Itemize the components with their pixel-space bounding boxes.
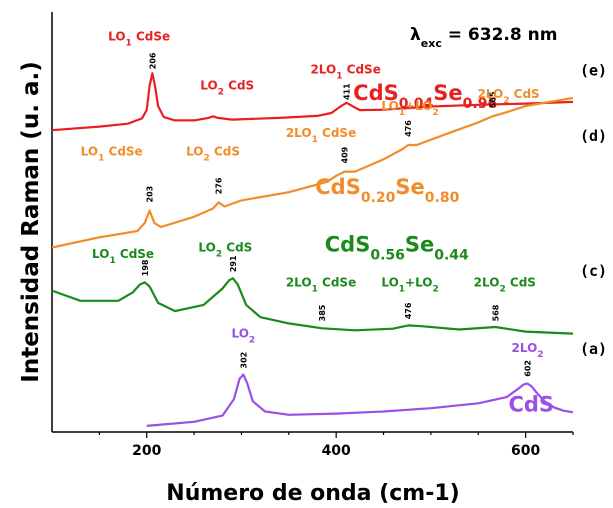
series-line-d — [51, 96, 574, 249]
peak-assignment-label: 2LO1 CdSe — [286, 275, 356, 294]
composition-label: CdS0.56Se0.44 — [325, 233, 469, 264]
peak-value-label: 203 — [146, 186, 155, 203]
composition-label: CdS0.20Se0.80 — [315, 175, 459, 206]
peak-value-label: 206 — [148, 52, 157, 69]
peak-value-label: 568 — [491, 304, 500, 321]
series-tag: (a) — [580, 340, 607, 358]
peak-value-label: 409 — [341, 146, 350, 163]
peak-assignment-label: 2LO1 CdSe — [310, 62, 380, 81]
peak-value-label: 476 — [404, 302, 413, 319]
composition-label: CdS0.04Se0.96 — [353, 81, 497, 112]
peak-value-label: 602 — [524, 360, 533, 377]
peak-value-label: 291 — [229, 255, 238, 272]
peak-assignment-label: LO1 CdSe — [108, 29, 170, 48]
x-ticks: 200 400 600 — [98, 432, 574, 459]
series-line-a — [146, 373, 574, 427]
peak-assignment-label: LO1+LO2 — [381, 99, 438, 118]
peak-assignment-label: LO1 CdSe — [92, 247, 154, 266]
peak-value-label: 302 — [239, 352, 248, 369]
y-axis-label: Intensidad Raman (u. a.) — [18, 61, 44, 382]
peak-assignment-label: LO1+LO2 — [381, 275, 438, 294]
peak-assignment-label: 2LO2 — [512, 341, 544, 360]
peak-assignment-label: 2LO2 CdS — [477, 87, 539, 106]
peak-value-label: 385 — [318, 304, 327, 321]
spectra-series — [51, 72, 574, 427]
x-tick-label: 400 — [322, 443, 351, 459]
peak-assignment-label: LO1 CdSe — [81, 144, 143, 163]
peak-value-label: 476 — [404, 120, 413, 137]
peak-value-label: 276 — [215, 177, 224, 194]
plot-axes — [51, 12, 573, 433]
series-line-c — [51, 277, 574, 335]
peak-value-label: 565 — [488, 91, 497, 108]
peak-assignment-label: LO2 CdS — [200, 79, 254, 98]
peak-assignment-label: LO2 CdS — [198, 241, 252, 260]
peak-assignment-label: 2LO1 CdSe — [286, 126, 356, 145]
excitation-label: λexc = 632.8 nm — [410, 25, 557, 50]
series-tag: (c) — [580, 262, 607, 280]
peak-value-label: 198 — [141, 259, 150, 276]
series-tag: (d) — [580, 127, 607, 145]
peak-assignment-label: LO2 — [232, 327, 256, 346]
x-tick-label: 600 — [511, 443, 540, 459]
peak-value-label: 411 — [343, 83, 352, 100]
peak-assignment-label: LO2 CdS — [186, 144, 240, 163]
peak-assignment-label: 2LO2 CdS — [474, 275, 536, 294]
series-tag: (e) — [580, 61, 607, 79]
x-axis-label: Número de onda (cm-1) — [166, 481, 459, 506]
composition-label: CdS — [508, 393, 554, 417]
series-line-e — [51, 72, 574, 132]
x-tick-label: 200 — [132, 443, 161, 459]
